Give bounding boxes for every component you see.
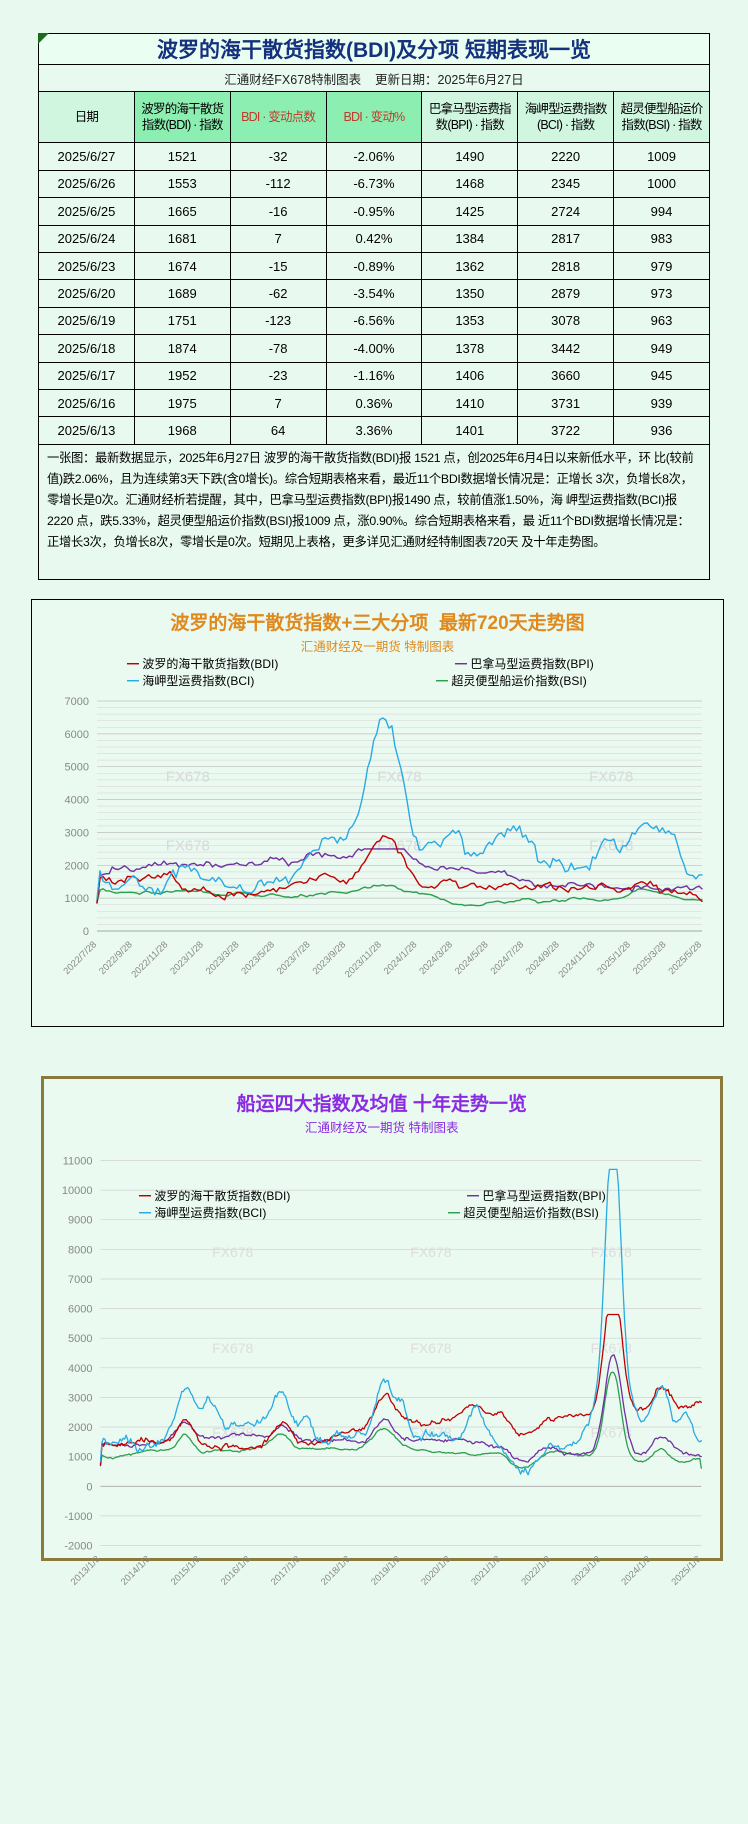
svg-text:FX678: FX678 xyxy=(166,838,210,855)
svg-text:11000: 11000 xyxy=(63,1156,93,1168)
svg-text:0: 0 xyxy=(86,1481,92,1493)
svg-text:7000: 7000 xyxy=(68,1274,92,1286)
svg-text:1000: 1000 xyxy=(65,893,89,905)
svg-text:FX678: FX678 xyxy=(377,769,421,786)
svg-text:2018/1/3: 2018/1/3 xyxy=(319,1554,353,1588)
svg-text:2023/11/28: 2023/11/28 xyxy=(343,939,384,980)
svg-text:5000: 5000 xyxy=(68,1333,92,1345)
svg-text:2020/1/3: 2020/1/3 xyxy=(419,1554,453,1588)
svg-text:6000: 6000 xyxy=(65,729,89,741)
svg-text:2017/1/3: 2017/1/3 xyxy=(269,1554,303,1588)
svg-text:2016/1/3: 2016/1/3 xyxy=(219,1554,253,1588)
svg-text:FX678: FX678 xyxy=(589,769,633,786)
svg-text:2024/1/3: 2024/1/3 xyxy=(619,1554,653,1588)
svg-text:2023/7/28: 2023/7/28 xyxy=(275,939,313,977)
svg-text:2022/11/28: 2022/11/28 xyxy=(129,939,170,980)
svg-text:FX678: FX678 xyxy=(212,1425,253,1441)
svg-text:2024/9/28: 2024/9/28 xyxy=(524,939,562,977)
svg-text:2025/1/28: 2025/1/28 xyxy=(595,939,633,977)
svg-text:FX678: FX678 xyxy=(377,838,421,855)
svg-text:4000: 4000 xyxy=(65,795,89,807)
svg-text:2023/3/28: 2023/3/28 xyxy=(204,939,242,977)
svg-text:2022/7/28: 2022/7/28 xyxy=(61,939,99,977)
svg-text:3000: 3000 xyxy=(65,827,89,839)
svg-text:2024/7/28: 2024/7/28 xyxy=(489,939,527,977)
svg-text:2021/1/3: 2021/1/3 xyxy=(469,1554,503,1588)
svg-text:10000: 10000 xyxy=(62,1185,93,1197)
svg-text:2019/1/3: 2019/1/3 xyxy=(369,1554,403,1588)
svg-text:2023/1/3: 2023/1/3 xyxy=(569,1554,603,1588)
svg-text:2014/1/3: 2014/1/3 xyxy=(119,1554,153,1588)
svg-text:6000: 6000 xyxy=(68,1304,92,1316)
svg-text:2015/1/3: 2015/1/3 xyxy=(169,1554,203,1588)
svg-text:2025/3/28: 2025/3/28 xyxy=(631,939,669,977)
svg-text:FX678: FX678 xyxy=(212,1340,253,1356)
svg-text:2025/5/28: 2025/5/28 xyxy=(666,939,704,977)
svg-text:2024/1/28: 2024/1/28 xyxy=(382,939,420,977)
svg-text:2022/1/3: 2022/1/3 xyxy=(519,1554,553,1588)
svg-text:2000: 2000 xyxy=(68,1422,92,1434)
svg-text:9000: 9000 xyxy=(68,1215,92,1227)
svg-text:-2000: -2000 xyxy=(64,1541,92,1553)
svg-text:2022/9/28: 2022/9/28 xyxy=(97,939,135,977)
svg-text:4000: 4000 xyxy=(68,1363,92,1375)
svg-text:-1000: -1000 xyxy=(64,1511,92,1523)
svg-text:5000: 5000 xyxy=(65,762,89,774)
svg-text:8000: 8000 xyxy=(68,1244,92,1256)
svg-text:2025/1/3: 2025/1/3 xyxy=(669,1554,703,1588)
svg-text:3000: 3000 xyxy=(68,1392,92,1404)
svg-text:2013/1/3: 2013/1/3 xyxy=(69,1554,103,1588)
svg-text:FX678: FX678 xyxy=(410,1244,451,1260)
svg-text:2023/5/28: 2023/5/28 xyxy=(239,939,277,977)
svg-text:2024/11/28: 2024/11/28 xyxy=(556,939,597,980)
svg-text:0: 0 xyxy=(83,926,89,938)
svg-text:FX678: FX678 xyxy=(166,769,210,786)
svg-text:2024/5/28: 2024/5/28 xyxy=(453,939,491,977)
svg-text:FX678: FX678 xyxy=(591,1244,632,1260)
svg-text:2000: 2000 xyxy=(65,860,89,872)
svg-text:2023/1/28: 2023/1/28 xyxy=(168,939,206,977)
svg-text:2023/9/28: 2023/9/28 xyxy=(311,939,349,977)
svg-text:7000: 7000 xyxy=(65,696,89,708)
svg-text:FX678: FX678 xyxy=(410,1340,451,1356)
svg-text:FX678: FX678 xyxy=(212,1244,253,1260)
svg-text:2024/3/28: 2024/3/28 xyxy=(417,939,455,977)
svg-text:1000: 1000 xyxy=(68,1452,92,1464)
